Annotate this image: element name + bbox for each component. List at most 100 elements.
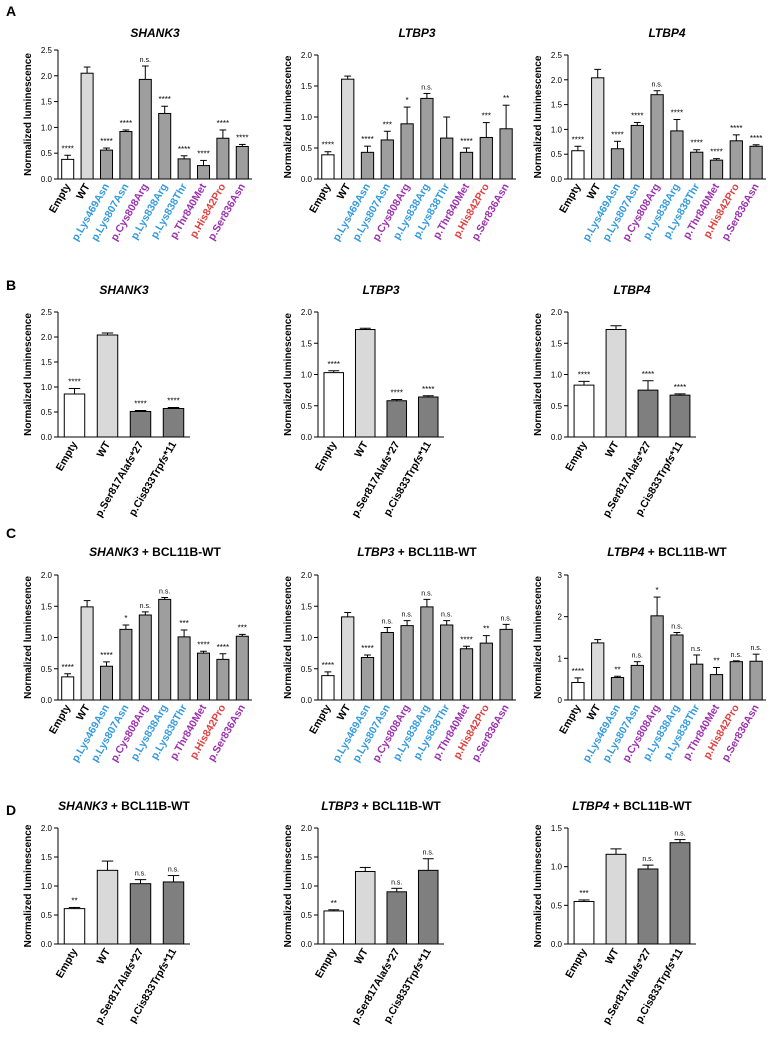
significance-label: n.s.	[731, 652, 742, 659]
category-label: Empty	[54, 946, 81, 980]
y-tick-label: 1.0	[41, 383, 53, 392]
significance-label: ****	[197, 640, 209, 649]
bar	[690, 663, 704, 701]
significance-label: **	[71, 896, 77, 905]
significance-label: n.s.	[140, 603, 151, 610]
significance-label: ****	[730, 124, 742, 133]
bar	[630, 664, 644, 701]
y-axis-label: Normalized luminescence	[533, 576, 544, 699]
y-tick-label: 1.5	[301, 82, 313, 91]
category-label: WT	[74, 702, 93, 723]
bar	[420, 606, 434, 701]
y-tick-label: 0.5	[301, 665, 313, 674]
significance-label: ***	[579, 889, 588, 898]
significance-label: n.s.	[500, 615, 511, 622]
significance-label: n.s.	[642, 856, 653, 863]
category-label: WT	[74, 181, 93, 202]
bar	[321, 154, 335, 180]
y-tick-label: 0.5	[301, 402, 313, 411]
y-tick-label: 1.0	[301, 113, 313, 122]
chart-title: LTBP4 + BCL11B-WT	[572, 799, 692, 813]
significance-label: n.s.	[421, 590, 432, 597]
chart-b-shank3: SHANK3 Normalized luminescence 0.0 0.5 1.0 1.…	[23, 283, 190, 519]
bar	[119, 131, 133, 180]
significance-label: ****	[68, 378, 80, 387]
y-tick-label: 0	[558, 696, 563, 705]
y-tick-label: 0.5	[41, 149, 53, 158]
significance-label: n.s.	[651, 82, 662, 89]
y-tick-label: 2.0	[301, 571, 313, 580]
bar	[158, 112, 172, 180]
category-label: Empty	[313, 946, 340, 980]
significance-label: n.s.	[423, 850, 434, 857]
category-label: WT	[585, 702, 604, 723]
bar	[637, 868, 659, 945]
significance-label: n.s.	[421, 84, 432, 91]
bar	[571, 682, 585, 701]
bar	[709, 674, 724, 701]
significance-label: ****	[120, 119, 132, 128]
bar	[138, 78, 152, 180]
y-axis-label: Normalized luminescence	[23, 824, 34, 947]
significance-label: ****	[710, 148, 722, 157]
significance-label: ****	[578, 370, 590, 379]
y-tick-label: 1.5	[41, 358, 53, 367]
bar	[235, 635, 249, 701]
chart-d-ltbp3: LTBP3 + BCL11B-WT Normalized luminescence…	[283, 799, 444, 1026]
y-tick-label: 1.5	[551, 101, 563, 110]
y-tick-label: 0.5	[551, 901, 563, 910]
bar	[380, 632, 394, 701]
bar	[499, 628, 513, 701]
category-label: WT	[335, 702, 354, 723]
y-axis-label: Normalized luminescence	[23, 53, 34, 176]
significance-label: **	[331, 899, 337, 908]
chart-a-shank3: SHANK3 Normalized luminescence 0.0 0.5 1.0 1.…	[23, 26, 252, 243]
significance-label: ****	[631, 111, 643, 120]
y-tick-label: 2.0	[301, 51, 313, 60]
chart-b-ltbp4: LTBP4 Normalized luminescence 0.0 0.5 1.0 1.5…	[533, 283, 696, 519]
chart-c-ltbp4: LTBP4 + BCL11B-WT Normalized luminescence…	[533, 545, 766, 764]
bar	[749, 660, 763, 701]
significance-label: ****	[236, 133, 248, 142]
y-tick-label: 1.0	[551, 371, 563, 380]
y-tick-label: 2.0	[41, 824, 53, 833]
significance-label: ****	[217, 119, 229, 128]
significance-label: **	[713, 657, 719, 666]
y-axis-label: Normalized luminescence	[283, 576, 294, 699]
bar	[440, 137, 454, 180]
bar	[354, 329, 376, 438]
y-tick-label: 0.0	[301, 696, 313, 705]
significance-label: ****	[674, 383, 686, 392]
panel-label-c: C	[6, 525, 16, 541]
category-label: WT	[603, 439, 622, 460]
chart-title: LTBP3	[398, 26, 435, 40]
bar	[690, 151, 704, 180]
bar	[459, 648, 474, 701]
y-tick-label: 1.0	[301, 634, 313, 643]
bar	[96, 334, 119, 438]
category-label: WT	[95, 439, 114, 460]
significance-label: *	[406, 96, 409, 105]
significance-label: ****	[422, 385, 434, 394]
chart-title: SHANK3 + BCL11B-WT	[89, 545, 221, 559]
y-axis-label: Normalized luminescence	[533, 313, 544, 436]
chart-a-ltbp3: LTBP3 Normalized luminescence 0.0 0.5 1.0 1.5…	[283, 26, 516, 243]
y-tick-label: 1.0	[551, 125, 563, 134]
chart-title: SHANK3	[130, 26, 180, 40]
y-tick-label: 0.0	[41, 696, 53, 705]
significance-label: n.s.	[691, 646, 702, 653]
y-tick-label: 2.0	[41, 571, 53, 580]
significance-label: n.s.	[671, 624, 682, 631]
significance-label: ****	[361, 644, 373, 653]
bar	[417, 869, 439, 945]
significance-label: ****	[217, 643, 229, 652]
significance-label: n.s.	[674, 831, 685, 838]
chart-d-shank3: SHANK3 + BCL11B-WT Normalized luminescenc…	[23, 799, 191, 1026]
bar	[709, 159, 724, 180]
y-tick-label: 2.0	[301, 308, 313, 317]
bar	[420, 97, 434, 180]
bar	[459, 151, 474, 180]
bar	[158, 598, 172, 701]
category-label: WT	[335, 181, 354, 202]
y-tick-label: 2.5	[41, 308, 53, 317]
